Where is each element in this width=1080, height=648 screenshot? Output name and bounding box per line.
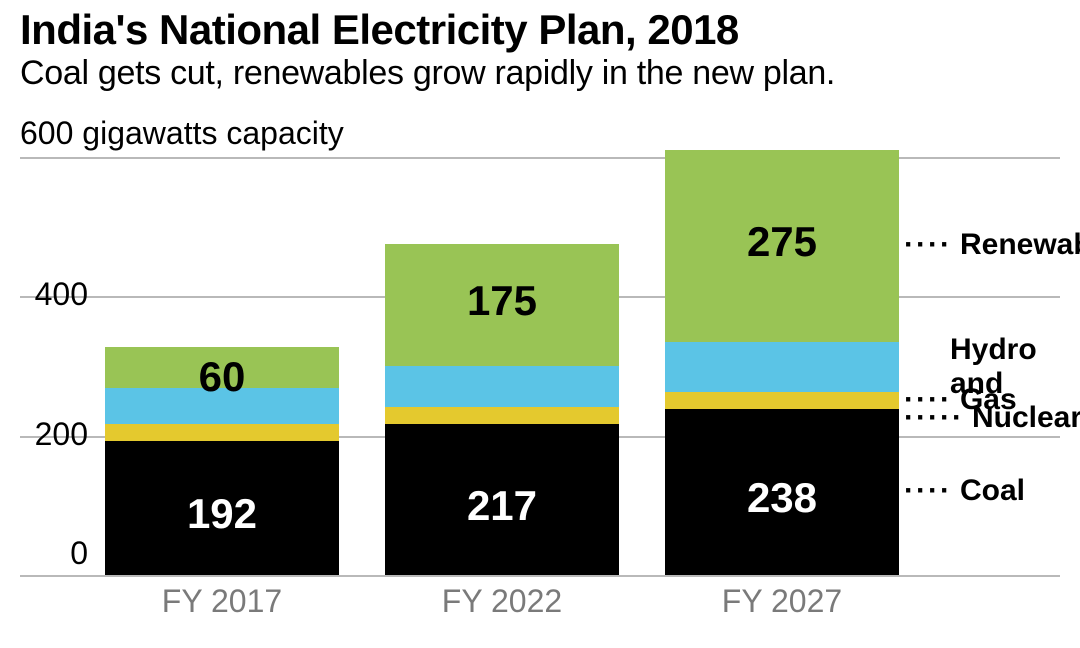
segment-gas: [105, 424, 339, 441]
legend-label: Renewables: [960, 228, 1080, 262]
y-tick-label: 200: [20, 416, 88, 453]
chart-title: India's National Electricity Plan, 2018: [20, 8, 1060, 52]
segment-hydro_nuc: [665, 342, 899, 392]
y-tick-label: 0: [20, 535, 88, 572]
segment-value-label: 217: [385, 482, 619, 530]
gridline: [20, 157, 1060, 159]
legend-item-gas: ····Gas: [904, 383, 1017, 417]
x-axis-label: FY 2027: [665, 583, 899, 620]
segment-hydro_nuc: [385, 366, 619, 406]
y-tick-label: 400: [20, 276, 88, 313]
chart-subtitle: Coal gets cut, renewables grow rapidly i…: [20, 54, 1060, 93]
segment-gas: [385, 407, 619, 424]
segment-value-label: 60: [105, 353, 339, 401]
chart-area: 600 gigawatts capacity 0200400 192602171…: [20, 121, 1060, 641]
legend-item-renewables: ····Renewables: [904, 228, 1080, 262]
y-axis-title: 600 gigawatts capacity: [20, 115, 344, 152]
segment-gas: [665, 392, 899, 409]
segment-value-label: 238: [665, 474, 899, 522]
legend-label: Gas: [960, 383, 1017, 417]
legend-item-coal: ····Coal: [904, 474, 1025, 508]
x-axis-label: FY 2022: [385, 583, 619, 620]
legend-label: Coal: [960, 474, 1025, 508]
segment-value-label: 275: [665, 218, 899, 266]
x-axis-label: FY 2017: [105, 583, 339, 620]
segment-value-label: 175: [385, 277, 619, 325]
segment-value-label: 192: [105, 490, 339, 538]
gridline: [20, 575, 1060, 577]
